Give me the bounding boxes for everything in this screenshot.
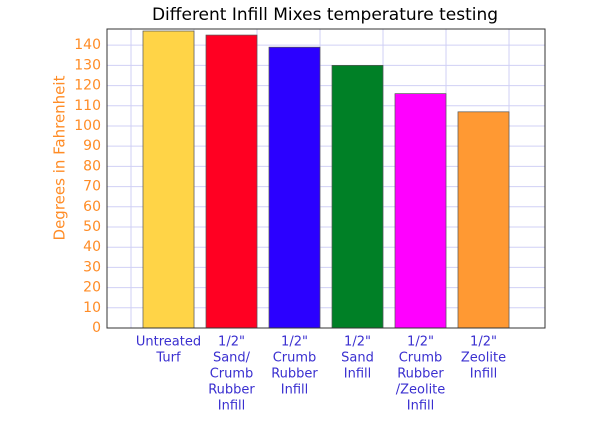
x-tick-label: Untreated bbox=[136, 335, 201, 350]
y-tick-label: 80 bbox=[83, 158, 101, 174]
x-tick-label: Crumb bbox=[399, 351, 443, 366]
y-axis-title: Degrees in Fahrenheit bbox=[51, 75, 69, 240]
x-tick-label: Sand/ bbox=[213, 351, 251, 366]
x-tick-label: 1/2" bbox=[281, 335, 308, 350]
chart-title: Different Infill Mixes temperature testi… bbox=[152, 5, 498, 25]
x-tick-label: Crumb bbox=[210, 367, 254, 382]
x-tick-label: 1/2" bbox=[218, 335, 245, 350]
y-tick-label: 10 bbox=[83, 300, 101, 316]
y-tick-label: 70 bbox=[83, 179, 101, 195]
plot-frame bbox=[106, 28, 546, 329]
y-tick-label: 40 bbox=[83, 239, 101, 255]
x-tick-label: Infill bbox=[407, 399, 435, 414]
x-tick-label: Rubber bbox=[271, 367, 318, 382]
x-tick-label: Turf bbox=[155, 351, 181, 366]
x-tick-label: Zeolite bbox=[461, 351, 506, 366]
y-tick-label: 50 bbox=[83, 219, 101, 235]
bar bbox=[457, 111, 510, 329]
y-tick-label: 20 bbox=[83, 280, 101, 296]
y-tick-label: 30 bbox=[83, 259, 101, 275]
y-tick-label: 140 bbox=[74, 37, 101, 53]
y-tick-label: 130 bbox=[74, 57, 101, 73]
x-tick-label: Rubber bbox=[397, 367, 444, 382]
x-tick-label: /Zeolite bbox=[396, 383, 446, 398]
y-tick-label: 100 bbox=[74, 118, 101, 134]
y-tick-label: 0 bbox=[92, 320, 101, 336]
x-tick-label: Rubber bbox=[208, 383, 255, 398]
x-tick-label: Infill bbox=[344, 367, 372, 382]
x-tick-label: Infill bbox=[218, 399, 246, 414]
y-tick-label: 110 bbox=[74, 98, 101, 114]
y-tick-label: 60 bbox=[83, 199, 101, 215]
y-tick-label: 120 bbox=[74, 78, 101, 94]
x-tick-label: Crumb bbox=[273, 351, 317, 366]
bar bbox=[331, 65, 384, 329]
bar bbox=[268, 46, 321, 329]
x-tick-label: Sand bbox=[341, 351, 374, 366]
x-tick-label: Infill bbox=[470, 367, 498, 382]
x-tick-label: 1/2" bbox=[470, 335, 497, 350]
y-tick-label: 90 bbox=[83, 138, 101, 154]
bar bbox=[394, 93, 447, 329]
x-tick-label: Infill bbox=[281, 383, 309, 398]
x-tick-label: 1/2" bbox=[407, 335, 434, 350]
x-tick-label: 1/2" bbox=[344, 335, 371, 350]
bar bbox=[205, 34, 258, 329]
bar bbox=[142, 30, 195, 329]
